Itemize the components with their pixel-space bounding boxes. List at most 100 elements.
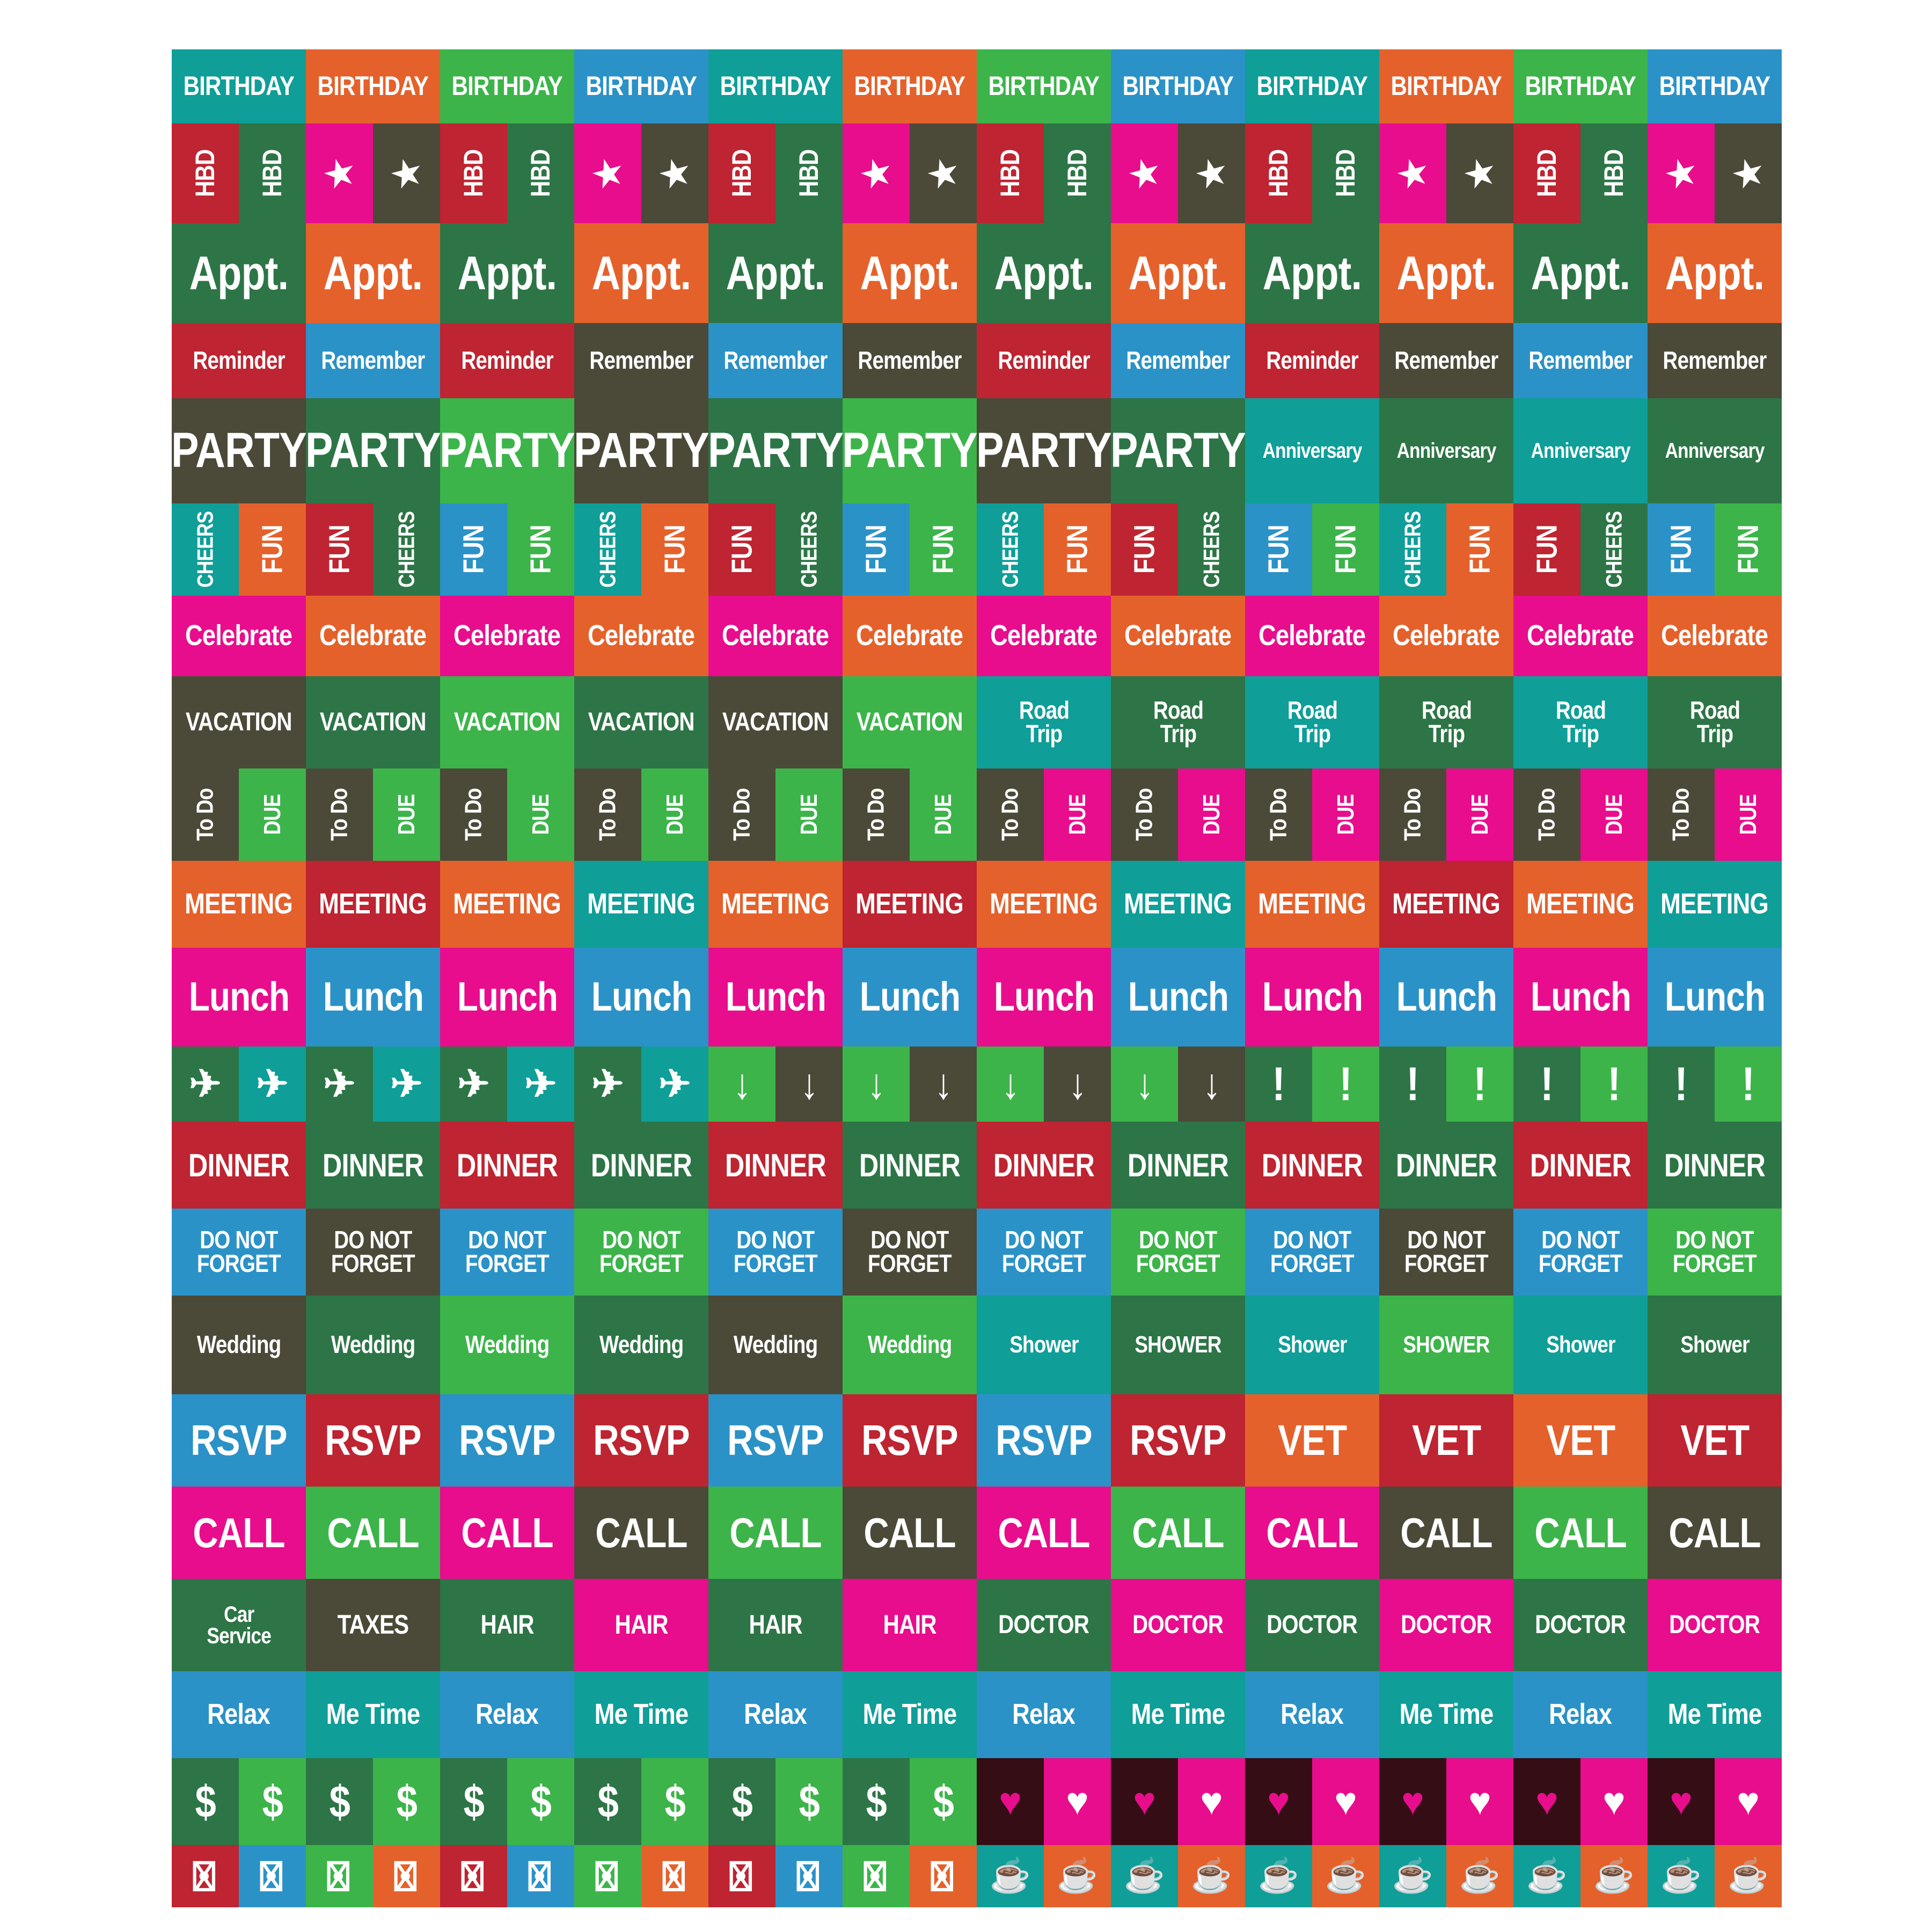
sticker-lunch: Lunch	[306, 948, 440, 1046]
coffee-icon: ☕	[1459, 1857, 1501, 1894]
sticker-hbd-label: HBD	[1062, 149, 1092, 197]
sticker-lunch-label: Lunch	[1262, 974, 1363, 1020]
sticker-relax-label: Relax	[1012, 1698, 1076, 1731]
sticker-star-half: ★	[1715, 123, 1782, 223]
sticker-hbd-half: HBD	[1513, 123, 1580, 223]
sticker-fun-cheers: FUN CHEERS	[1111, 503, 1245, 596]
sticker-todo-due-half: DUE	[1715, 769, 1782, 861]
coffee-icon: ☕	[1593, 1857, 1635, 1894]
sticker-plane: ✈ ✈	[172, 1046, 306, 1122]
sticker-meeting-label: MEETING	[319, 888, 428, 920]
sticker-hair: HAIR	[843, 1579, 977, 1671]
sticker-envelope: ✉ ✉	[708, 1845, 843, 1907]
sticker-meeting: MEETING	[1379, 861, 1513, 948]
sticker-todo-due-label: To Do	[192, 788, 218, 841]
sticker-vacation: VACATION	[708, 676, 843, 769]
sticker-shower: Shower	[977, 1296, 1111, 1394]
sticker-lunch: Lunch	[1513, 948, 1648, 1046]
sticker-meeting: MEETING	[1513, 861, 1648, 948]
sticker-road-trip: Road Trip	[1379, 676, 1513, 769]
sticker-reminder-label: Reminder	[998, 346, 1090, 375]
sticker-doctor: DOCTOR	[1111, 1579, 1245, 1671]
sticker-shower: SHOWER	[1379, 1296, 1513, 1394]
sticker-heart-half: ♥	[977, 1758, 1044, 1845]
envelope-icon: ✉	[182, 1859, 228, 1893]
sticker-coffee: ☕ ☕	[1111, 1845, 1245, 1907]
sticker-dollar-half: $	[239, 1758, 306, 1845]
sticker-envelope-half: ✉	[172, 1845, 239, 1907]
sticker-call: CALL	[708, 1487, 843, 1579]
envelope-icon: ✉	[719, 1859, 765, 1893]
sticker-dinner: DINNER	[1245, 1122, 1379, 1209]
sticker-row-plane-arrow-excl: ✈ ✈ ✈ ✈ ✈ ✈ ✈ ✈ ↓ ↓ ↓ ↓ ↓ ↓ ↓ ↓!!!!!!!!	[172, 1046, 1782, 1122]
sticker-lunch: Lunch	[1379, 948, 1513, 1046]
sticker-vacation-label: VACATION	[186, 708, 292, 737]
sticker-me-time: Me Time	[1379, 1671, 1513, 1758]
sticker-reminder: Reminder	[977, 323, 1111, 398]
sticker-star: ★ ★	[843, 123, 977, 223]
sticker-todo-due-label: DUE	[1064, 794, 1091, 835]
sticker-heart-half: ♥	[1580, 1758, 1648, 1845]
star-icon: ★	[588, 150, 628, 196]
heart-icon: ♥	[1066, 1780, 1089, 1823]
sticker-row-call: CALL CALL CALL CALL CALL CALL CALL CALL CALL CALL…	[172, 1487, 1782, 1579]
sticker-arrow: ↓ ↓	[1111, 1046, 1245, 1122]
sticker-rsvp: RSVP	[708, 1394, 843, 1487]
sticker-do-not-forget-label: DO NOT FORGET	[197, 1226, 281, 1277]
sticker-appt: Appt.	[1379, 223, 1513, 323]
coffee-icon: ☕	[1324, 1857, 1367, 1894]
sticker-hbd-label: HBD	[1330, 149, 1360, 197]
sticker-row-lunch: Lunch Lunch Lunch Lunch Lunch Lunch Lunch Lunch…	[172, 948, 1782, 1046]
sticker-row-services: Car Service TAXES HAIR HAIR HAIR HAIR DOCTOR DO…	[172, 1579, 1782, 1671]
sticker-todo-due-half: To Do	[708, 769, 775, 861]
sticker-rsvp-label: RSVP	[325, 1416, 421, 1464]
sticker-arrow-half: ↓	[1178, 1046, 1245, 1122]
sticker-doctor-label: DOCTOR	[1669, 1611, 1761, 1640]
sticker-fun-fun-half: FUN	[440, 503, 507, 596]
sticker-appt-label: Appt.	[323, 246, 423, 300]
sticker-dinner-label: DINNER	[1395, 1147, 1497, 1183]
heart-icon: ♥	[1737, 1780, 1760, 1823]
sticker-shower: Shower	[1513, 1296, 1648, 1394]
sticker-coffee-half: ☕	[1580, 1845, 1648, 1907]
sticker-fun-fun-label: FUN	[926, 525, 959, 574]
sticker-arrow-half: ↓	[977, 1046, 1044, 1122]
sticker-fun-cheers-label: CHEERS	[1601, 511, 1627, 588]
sticker-star: ★ ★	[1648, 123, 1782, 223]
sticker-todo-due-half: To Do	[1513, 769, 1580, 861]
dollar-icon: $	[597, 1776, 618, 1827]
sticker-road-trip-label: Road Trip	[1689, 696, 1740, 748]
sticker-relax-label: Relax	[207, 1698, 271, 1731]
sticker-remember: Remember	[1111, 323, 1245, 398]
sticker-hair: HAIR	[574, 1579, 708, 1671]
exclamation-icon: !	[1540, 1057, 1554, 1110]
sticker-doctor: DOCTOR	[1648, 1579, 1782, 1671]
sticker-dollar-half: $	[641, 1758, 708, 1845]
sticker-fun-fun: FUN FUN	[440, 503, 574, 596]
sticker-call: CALL	[172, 1487, 306, 1579]
sticker-dinner-label: DINNER	[724, 1147, 826, 1183]
sticker-fun-cheers-half: CHEERS	[373, 503, 440, 596]
sticker-call-label: CALL	[1266, 1509, 1358, 1556]
sticker-dinner: DINNER	[440, 1122, 574, 1209]
sticker-celebrate: Celebrate	[843, 596, 977, 676]
sticker-do-not-forget-label: DO NOT FORGET	[1270, 1226, 1355, 1277]
sticker-todo-due-half: DUE	[1446, 769, 1513, 861]
dollar-icon: $	[530, 1776, 551, 1827]
sticker-celebrate-label: Celebrate	[1393, 619, 1500, 652]
sticker-road-trip: Road Trip	[1513, 676, 1648, 769]
sticker-cheers-fun-label: FUN	[1060, 525, 1093, 574]
sticker-fun-fun-label: FUN	[457, 525, 489, 574]
sticker-plane-half: ✈	[306, 1046, 373, 1122]
sticker-todo-due-half: To Do	[843, 769, 910, 861]
sticker-celebrate-label: Celebrate	[185, 619, 292, 652]
sticker-birthday-label: BIRTHDAY	[1659, 71, 1770, 101]
sticker-todo-due-label: To Do	[460, 788, 487, 841]
sticker-vet: VET	[1513, 1394, 1648, 1487]
sticker-appt: Appt.	[1245, 223, 1379, 323]
sticker-relax: Relax	[440, 1671, 574, 1758]
sticker-party-label: PARTY	[172, 423, 306, 478]
sticker-todo-due-label: DUE	[661, 794, 688, 835]
sticker-anniversary: Anniversary	[1513, 398, 1648, 503]
sticker-meeting-label: MEETING	[855, 888, 964, 920]
